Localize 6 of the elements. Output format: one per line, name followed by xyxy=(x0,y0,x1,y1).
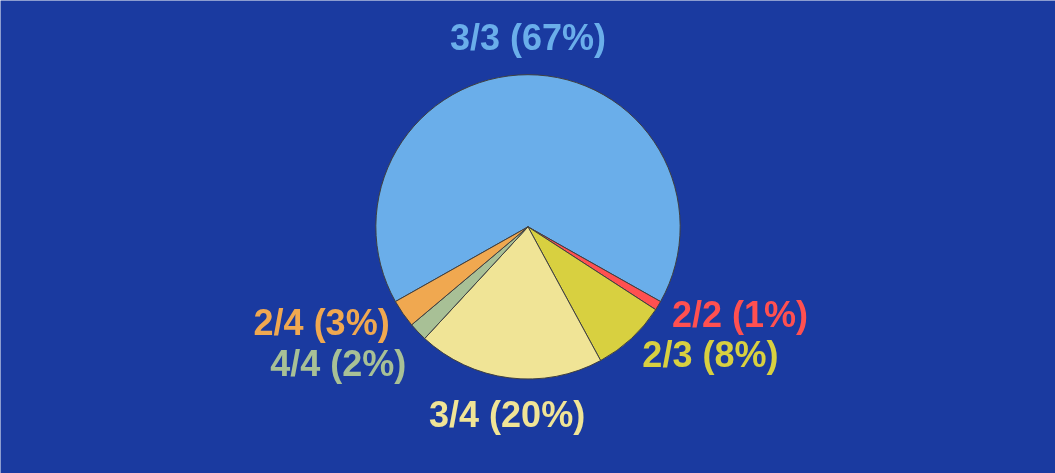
slice-label: 4/4 (2%) xyxy=(270,342,407,384)
slice-label: 2/3 (8%) xyxy=(642,334,779,376)
slice-label: 3/3 (67%) xyxy=(449,17,607,59)
slice-label: 2/2 (1%) xyxy=(672,293,809,335)
slice-label: 3/4 (20%) xyxy=(429,393,586,435)
slice-label: 2/4 (3%) xyxy=(253,302,390,344)
